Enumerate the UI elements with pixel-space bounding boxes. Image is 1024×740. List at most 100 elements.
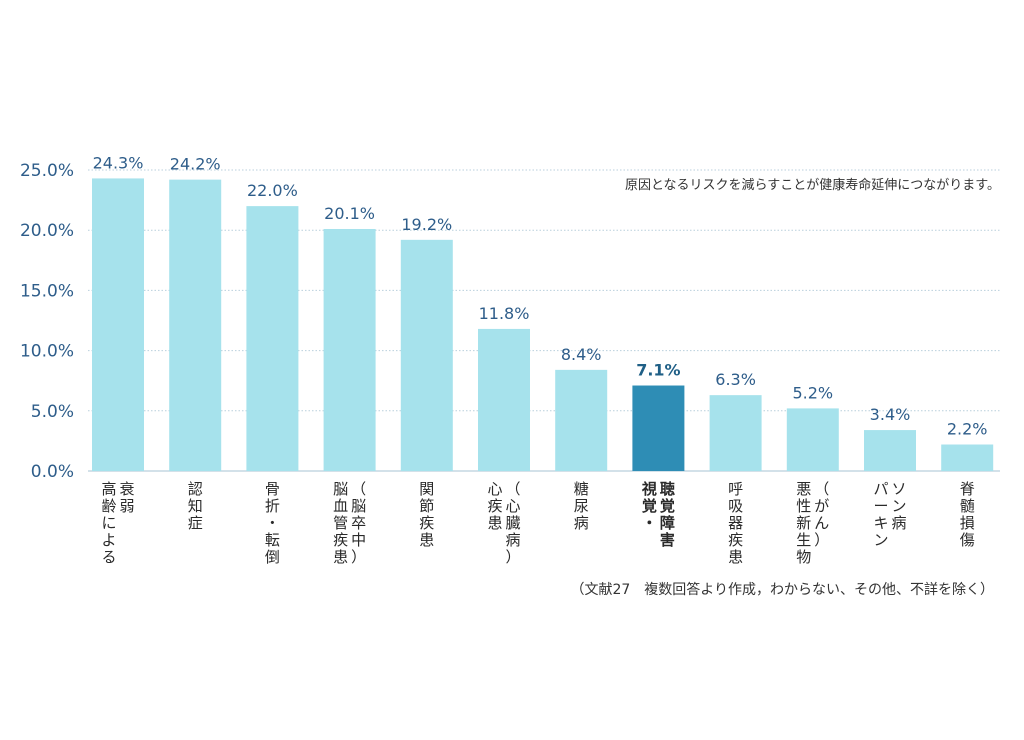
category-label-char: 卒	[351, 514, 366, 532]
value-label: 2.2%	[947, 420, 988, 439]
category-label-char: 損	[960, 514, 975, 532]
category-label-char: 心	[505, 497, 520, 515]
value-label: 5.2%	[792, 383, 833, 402]
y-axis-tick-labels: 0.0% 5.0% 10.0% 15.0% 20.0% 25.0%	[20, 161, 74, 482]
category-label-char: （	[814, 480, 829, 498]
category-label: （がん）	[814, 480, 829, 549]
category-label-char: ）	[505, 548, 520, 566]
y-tick-label: 10.0%	[20, 342, 74, 362]
bar	[632, 385, 685, 471]
category-label: 視覚・	[641, 480, 657, 532]
category-label-char: 疾	[333, 531, 348, 549]
category-label-char: 齢	[101, 497, 116, 515]
category-label-char: る	[101, 548, 116, 566]
bar	[941, 444, 994, 471]
category-label-char: 中	[351, 531, 366, 549]
value-label: 6.3%	[715, 370, 756, 389]
value-label: 8.4%	[561, 345, 602, 364]
category-label-char: 患	[728, 548, 743, 566]
category-label-char: 管	[333, 514, 348, 532]
category-label-char: ）	[351, 548, 366, 566]
category-label-char: 高	[101, 480, 116, 498]
category-labels: 衰弱高齢による認知症骨折・転倒（脳卒中）脳血管疾患関節疾患（心臓病）心疾患糖尿病…	[101, 480, 974, 566]
category-label-char: 知	[188, 497, 203, 515]
category-label-char: （	[351, 480, 366, 498]
category-label-char: ・	[642, 514, 657, 532]
y-tick-label: 20.0%	[20, 221, 74, 241]
category-label-char: 認	[188, 480, 203, 498]
category-label-char: 新	[796, 514, 811, 532]
category-label: 骨折・転倒	[265, 480, 280, 566]
category-label-char: 病	[891, 514, 906, 532]
y-tick-label: 0.0%	[31, 462, 74, 482]
category-label: （脳卒中）	[351, 480, 366, 566]
category-label-char: 心	[487, 480, 502, 498]
category-label: 衰弱	[119, 480, 134, 515]
category-label-char: 脳	[351, 497, 366, 515]
category-label-char: 障	[660, 514, 675, 532]
value-label: 7.1%	[636, 361, 680, 380]
category-label: 心疾患	[487, 480, 502, 532]
category-label-char: 衰	[119, 480, 134, 498]
category-label: ソン病	[891, 480, 906, 532]
category-label-char: 傷	[960, 531, 975, 549]
category-label-char: 悪	[796, 480, 811, 498]
value-label: 24.3%	[93, 153, 144, 172]
category-label-char: に	[101, 514, 116, 532]
category-label-char: 患	[487, 514, 502, 532]
category-label: 認知症	[188, 480, 203, 532]
category-label-char: （	[505, 480, 520, 498]
category-label: 糖尿病	[574, 480, 589, 532]
category-label-char: ン	[891, 497, 906, 515]
bar	[478, 328, 530, 471]
category-label-char: 脳	[333, 480, 348, 498]
category-label-char: 病	[574, 514, 589, 532]
category-label-char: 尿	[574, 497, 589, 515]
category-label-char: 害	[660, 531, 675, 549]
category-label-char: ）	[814, 531, 829, 549]
value-label: 20.1%	[324, 204, 375, 223]
source-note: （文献27 複数回答より作成，わからない、その他、不詳を除く）	[570, 581, 994, 598]
value-label: 19.2%	[401, 215, 452, 234]
category-label-char: 髄	[960, 497, 975, 515]
bar	[246, 206, 299, 471]
category-label-char: ん	[814, 514, 829, 532]
category-label-char: ー	[873, 497, 888, 515]
value-label: 11.8%	[479, 304, 530, 323]
bar	[864, 430, 916, 471]
bar	[709, 395, 762, 471]
category-label-char: 視	[641, 480, 657, 498]
value-labels: 24.3% 24.2% 22.0% 20.1% 19.2% 11.8% 8.4% 7.1% 6.…	[93, 153, 988, 438]
category-label-char: 性	[796, 497, 811, 515]
bar	[92, 178, 144, 472]
category-label-char: 覚	[642, 497, 657, 515]
category-label-char: 聴	[660, 480, 675, 498]
category-label-char: キ	[873, 514, 888, 532]
value-label: 22.0%	[247, 181, 298, 200]
category-label-char: 疾	[487, 497, 502, 515]
category-label-char: 症	[188, 514, 203, 532]
category-label-char: 血	[333, 497, 348, 515]
category-label-char: 節	[419, 497, 434, 515]
category-label-char: 吸	[728, 497, 743, 515]
category-label-char: 脊	[960, 480, 975, 498]
category-label-char: 疾	[419, 514, 434, 532]
y-tick-label: 15.0%	[20, 281, 74, 301]
category-label-char: 疾	[728, 531, 743, 549]
category-label-char: ・	[265, 514, 280, 532]
bar	[323, 228, 376, 471]
category-label: （心臓病）	[505, 480, 520, 566]
category-label-char: 関	[419, 480, 434, 498]
bar	[400, 239, 453, 471]
y-tick-label: 25.0%	[20, 161, 74, 181]
annotation-text: 原因となるリスクを減らすことが健康寿命延伸につながります。	[625, 177, 1000, 193]
bar	[555, 369, 608, 471]
